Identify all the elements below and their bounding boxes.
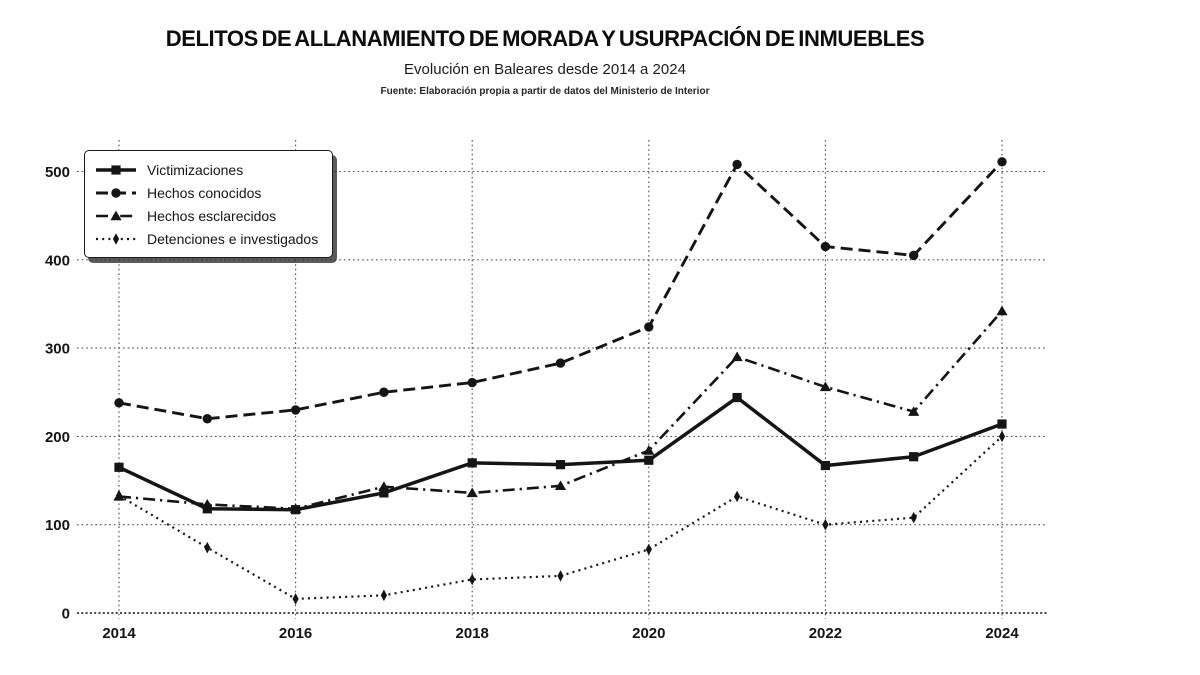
y-axis-labels: 0 100 200 300 400 500 [45,164,70,623]
legend-label: Detenciones e investigados [147,230,319,247]
chart-header: DELITOS DE ALLANAMIENTO DE MORADA Y USUR… [0,26,1090,97]
x-axis-labels: 2014 2016 2018 2020 2022 2024 [102,625,1019,642]
x-tick-label: 2020 [632,625,665,642]
y-tick-label: 400 [45,252,70,269]
series-victimizaciones [114,392,1007,515]
triangle-line-sample-icon [96,210,136,220]
x-tick-label: 2016 [279,625,312,642]
legend-item-detenciones-e-investigados: Detenciones e investigados [95,227,318,250]
series-line-hechos-conocidos [118,160,1004,421]
series-markers-victimizaciones [114,392,1007,515]
legend-item-hechos-conocidos: Hechos conocidos [95,181,318,204]
series-markers-hechos-esclarecidos [113,305,1008,514]
chart-source: Fuente: Elaboración propia a partir de d… [380,86,710,97]
x-tick-label: 2024 [985,625,1019,642]
series-line-hechos-esclarecidos [118,310,1003,511]
chart-legend: Victimizaciones Hechos conocidos Hechos es… [84,150,334,258]
series-hechos-conocidos [114,157,1007,424]
legend-label: Victimizaciones [147,161,244,178]
y-tick-label: 300 [45,341,70,358]
y-tick-label: 0 [62,606,70,623]
x-tick-label: 2014 [102,625,136,642]
legend-item-hechos-esclarecidos: Hechos esclarecidos [95,204,318,227]
legend-label: Hechos conocidos [147,184,262,201]
square-line-sample-icon [96,164,136,175]
chart-title: DELITOS DE ALLANAMIENTO DE MORADA Y USUR… [165,26,925,51]
diamond-line-sample-icon [96,232,136,245]
y-tick-label: 500 [45,164,70,181]
series-hechos-esclarecidos [113,305,1008,514]
chart-subtitle: Evolución en Baleares desde 2014 a 2024 [404,61,686,78]
series-markers-detenciones-e-investigados [115,430,1006,605]
legend-label: Hechos esclarecidos [147,207,277,224]
y-tick-label: 100 [45,517,70,534]
circle-line-sample-icon [96,187,136,198]
series-markers-hechos-conocidos [114,157,1007,424]
series-line-detenciones-e-investigados [118,435,1003,600]
y-tick-label: 200 [45,429,70,446]
x-tick-label: 2018 [456,625,489,642]
series-detenciones-e-investigados [115,430,1006,605]
legend-item-victimizaciones: Victimizaciones [95,158,318,181]
x-tick-label: 2022 [809,625,842,642]
